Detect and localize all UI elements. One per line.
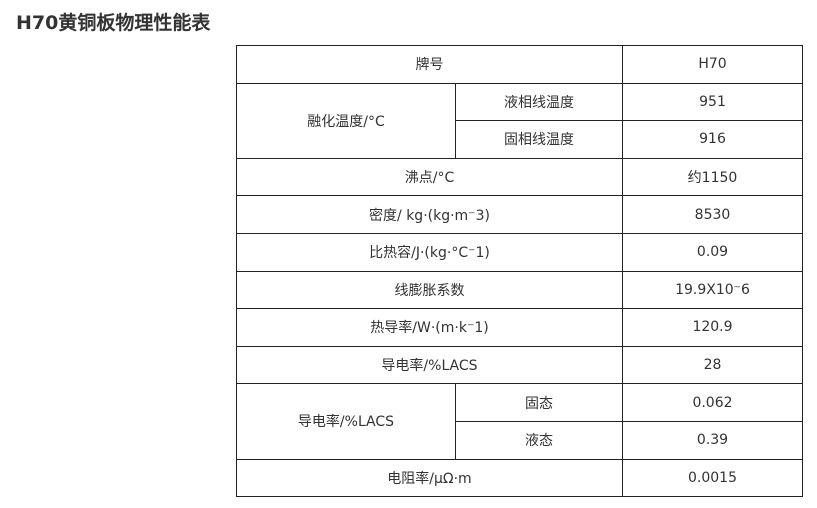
sub-value: 951 bbox=[622, 82, 803, 122]
page-title: H70黄铜板物理性能表 bbox=[16, 12, 211, 34]
sub-label: 液态 bbox=[455, 420, 623, 460]
header-label: 牌号 bbox=[236, 45, 623, 84]
sub-label: 固态 bbox=[455, 383, 623, 422]
table-row: 导电率/%LACS 28 bbox=[236, 345, 803, 385]
sub-value: 0.062 bbox=[622, 383, 803, 422]
table-row: 电阻率/μΩ·m 0.0015 bbox=[236, 458, 803, 498]
row-value: 0.0015 bbox=[622, 458, 803, 498]
sub-value: 916 bbox=[622, 120, 803, 159]
properties-table: 牌号 H70 融化温度/°C 液相线温度 951 固相线温度 916 沸点/°C… bbox=[236, 45, 803, 498]
table-row: 融化温度/°C 液相线温度 951 bbox=[236, 82, 803, 159]
row-label: 密度/ kg·(kg·m⁻3) bbox=[236, 195, 623, 234]
table-row: 热导率/W·(m·k⁻1) 120.9 bbox=[236, 308, 803, 347]
conductivity-label: 导电率/%LACS bbox=[236, 383, 456, 460]
row-value: 19.9X10⁻6 bbox=[622, 270, 803, 310]
header-value: H70 bbox=[622, 45, 803, 84]
table-row: 沸点/°C 约1150 bbox=[236, 157, 803, 197]
row-label: 线膨胀系数 bbox=[236, 270, 623, 310]
row-value: 0.09 bbox=[622, 232, 803, 272]
row-value: 约1150 bbox=[622, 157, 803, 197]
row-value: 8530 bbox=[622, 195, 803, 234]
row-label: 比热容/J·(kg·°C⁻1) bbox=[236, 232, 623, 272]
melting-label: 融化温度/°C bbox=[236, 82, 456, 159]
row-value: 120.9 bbox=[622, 308, 803, 347]
row-label: 热导率/W·(m·k⁻1) bbox=[236, 308, 623, 347]
table-row: 导电率/%LACS 固态 0.062 bbox=[236, 383, 803, 460]
sub-label: 固相线温度 bbox=[455, 120, 623, 159]
sub-value: 0.39 bbox=[622, 420, 803, 460]
sub-label: 液相线温度 bbox=[455, 82, 623, 122]
table-row: 线膨胀系数 19.9X10⁻6 bbox=[236, 270, 803, 310]
table-row: 比热容/J·(kg·°C⁻1) 0.09 bbox=[236, 232, 803, 272]
row-label: 导电率/%LACS bbox=[236, 345, 623, 385]
table-row: 固相线温度 916 bbox=[237, 120, 803, 159]
table-row: 液态 0.39 bbox=[237, 420, 803, 460]
table-row: 牌号 H70 bbox=[236, 45, 803, 84]
row-label: 电阻率/μΩ·m bbox=[236, 458, 623, 498]
row-label: 沸点/°C bbox=[236, 157, 623, 197]
row-value: 28 bbox=[622, 345, 803, 385]
table-row: 密度/ kg·(kg·m⁻3) 8530 bbox=[236, 195, 803, 234]
